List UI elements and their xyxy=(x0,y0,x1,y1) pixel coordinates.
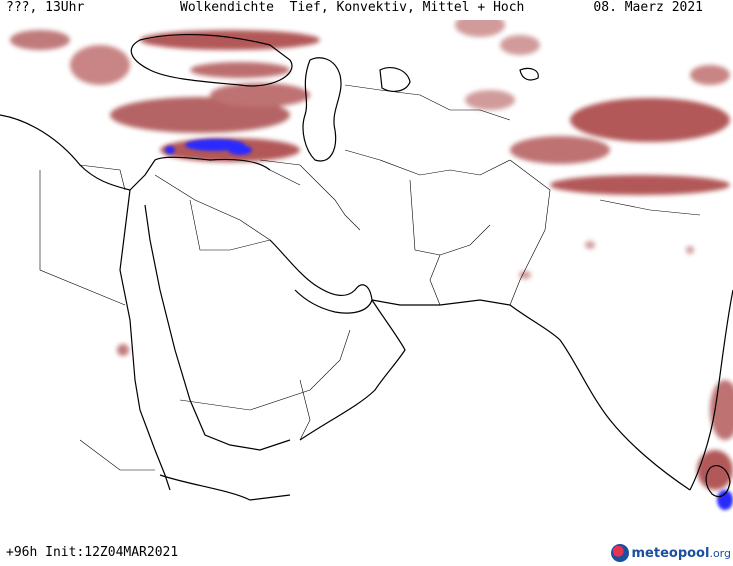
cloud-patch xyxy=(697,450,733,490)
logo-tld: .org xyxy=(709,546,731,560)
weather-map xyxy=(0,20,733,510)
convective-patch xyxy=(717,490,733,510)
convective-cloud-layer xyxy=(165,139,733,510)
map-title: Wolkendichte Tief, Konvektiv, Mittel + H… xyxy=(180,0,525,15)
cloud-patch xyxy=(519,271,531,279)
cloud-patch xyxy=(500,35,540,55)
run-info: +96h Init:12Z04MAR2021 xyxy=(6,545,179,560)
cloud-patch xyxy=(686,246,694,254)
cloud-patch xyxy=(690,65,730,85)
cloud-patch xyxy=(117,344,129,356)
cloud-patch xyxy=(140,30,320,50)
cloud-patch xyxy=(70,45,130,85)
forecast-date: 08. Maerz 2021 xyxy=(593,0,703,15)
logo-name: meteopool xyxy=(631,545,710,561)
logo-globe-icon xyxy=(610,544,629,562)
cloud-patch xyxy=(710,380,733,440)
cloud-patch xyxy=(550,175,730,195)
cloud-patch xyxy=(455,20,505,37)
cloud-patch xyxy=(585,241,595,249)
country-borders xyxy=(39,84,701,471)
cloud-patch xyxy=(190,62,290,78)
cloud-cover-layer xyxy=(10,20,733,490)
cloud-patch xyxy=(10,30,70,50)
convective-patch xyxy=(165,146,175,154)
forecast-time-label: ???, 13Uhr xyxy=(6,0,85,15)
logo-text: meteopool.org xyxy=(632,546,732,561)
cloud-patch xyxy=(210,83,310,107)
cloud-patch xyxy=(510,136,610,164)
convective-patch xyxy=(228,145,252,155)
cloud-patch xyxy=(570,98,730,142)
coastlines xyxy=(0,33,733,501)
cloud-patch xyxy=(465,90,515,110)
meteopool-logo[interactable]: meteopool.org xyxy=(610,544,732,562)
